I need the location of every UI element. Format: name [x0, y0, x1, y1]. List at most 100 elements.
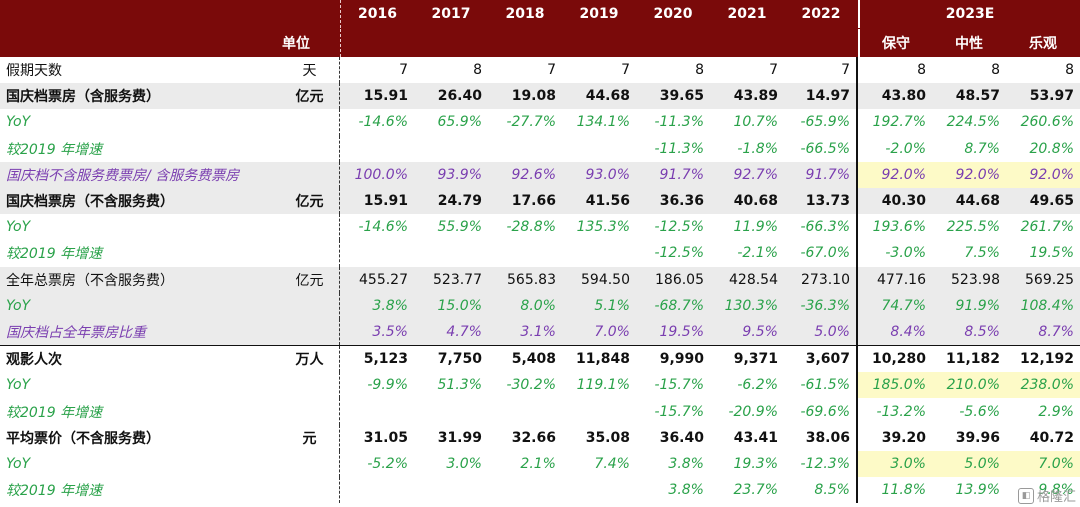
value-cell: 5.0%	[932, 450, 1006, 477]
value-cell: 11,182	[945, 351, 1000, 368]
row-unit	[280, 135, 340, 162]
value-cell: 93.9%	[437, 166, 482, 183]
value-cell	[488, 477, 562, 503]
value-cell: 92.0%	[932, 161, 1006, 188]
value-cell: 51.3%	[437, 377, 482, 394]
value-cell: 238.0%	[1006, 372, 1080, 399]
value-cell: 40.68	[733, 193, 778, 210]
value-cell: 8	[1065, 62, 1074, 79]
value-cell	[488, 136, 562, 162]
table-row: YoY -14.6% 55.9% -28.8% 135.3% -12.5% 11.9% -66…	[0, 214, 1080, 241]
row-unit: 亿元	[280, 83, 340, 110]
row-unit: 万人	[280, 346, 340, 373]
table-row: 较2019 年增速 -15.7% -20.9% -69.6% -13.2% -5.6% 2.…	[0, 398, 1080, 425]
value-cell: 260.6%	[1020, 114, 1074, 131]
row-label: 较2019 年增速	[6, 246, 103, 263]
row-unit	[280, 477, 340, 504]
table-row: 较2019 年增速 -12.5% -2.1% -67.0% -3.0% 7.5% 19.5%	[0, 240, 1080, 267]
value-cell: 193.6%	[872, 219, 926, 236]
value-cell: 23.7%	[733, 482, 778, 499]
value-cell	[414, 398, 488, 424]
value-cell: 35.08	[585, 429, 630, 446]
forecast-header: 2023E	[858, 0, 1080, 28]
value-cell: 7	[399, 62, 408, 79]
value-cell	[340, 240, 414, 266]
value-cell: 523.77	[433, 271, 482, 288]
row-label: 较2019 年增速	[6, 483, 103, 500]
value-cell: -15.7%	[654, 377, 704, 394]
header-row-scenarios: 单位 保守 中性 乐观	[0, 28, 1080, 57]
value-cell: 39.20	[881, 429, 926, 446]
value-cell	[562, 477, 636, 503]
row-label: 国庆档占全年票房比重	[6, 324, 146, 341]
year-header: 2016	[340, 0, 414, 28]
value-cell: 3.5%	[372, 323, 408, 340]
value-cell: 428.54	[729, 271, 778, 288]
row-label: YoY	[6, 455, 31, 472]
value-cell: 31.99	[437, 429, 482, 446]
value-cell: 10.7%	[733, 114, 778, 131]
value-cell: 8	[917, 62, 926, 79]
value-cell: 93.0%	[585, 166, 630, 183]
value-cell: 48.57	[955, 88, 1000, 105]
value-cell: 5,408	[511, 351, 556, 368]
value-cell: 92.0%	[858, 161, 932, 188]
value-cell	[414, 240, 488, 266]
value-cell: 523.98	[951, 271, 1000, 288]
value-cell: 12,192	[1019, 351, 1074, 368]
header-empty-cell	[636, 29, 710, 57]
value-cell: 565.83	[507, 271, 556, 288]
value-cell: -27.7%	[506, 114, 556, 131]
value-cell: 3.0%	[858, 450, 932, 477]
value-cell: 7,750	[437, 351, 482, 368]
value-cell: 119.1%	[576, 377, 630, 394]
value-cell: 44.68	[585, 88, 630, 105]
year-header: 2018	[505, 6, 545, 22]
table-row: 观影人次 万人 5,123 7,750 5,408 11,848 9,990 9,371 3,6…	[0, 345, 1080, 373]
value-cell: 4.7%	[446, 323, 482, 340]
value-cell: 20.8%	[1029, 140, 1074, 157]
value-cell: 9,371	[733, 351, 778, 368]
table-row: 国庆档占全年票房比重 3.5% 4.7% 3.1% 7.0% 19.5% 9.5% 5.0% 8…	[0, 318, 1080, 346]
row-label: 假期天数	[6, 63, 62, 80]
value-cell: 8.4%	[890, 323, 926, 340]
value-cell: 91.9%	[955, 297, 1000, 314]
watermark-text: 格隆汇	[1036, 490, 1076, 505]
value-cell: 192.7%	[872, 114, 926, 131]
value-cell: 43.89	[733, 88, 778, 105]
table-row: 假期天数天 7 8 7 7 8 7 7 8 8 8	[0, 57, 1080, 84]
value-cell: 43.80	[881, 88, 926, 105]
unit-header: 单位	[282, 36, 310, 52]
value-cell: -2.0%	[885, 140, 926, 157]
value-cell: 13.9%	[955, 482, 1000, 499]
value-cell: 569.25	[1025, 271, 1074, 288]
header-empty-cell	[784, 29, 858, 57]
value-cell: -68.7%	[654, 297, 704, 314]
value-cell: 15.91	[363, 193, 408, 210]
value-cell: 15.91	[363, 88, 408, 105]
value-cell: -20.9%	[728, 403, 778, 420]
value-cell	[414, 477, 488, 503]
row-unit: 元	[280, 424, 340, 451]
value-cell: -3.0%	[885, 245, 926, 262]
table-row: 全年总票房（不含服务费） 亿元 455.27 523.77 565.83 594.50 18…	[0, 266, 1080, 293]
value-cell: 36.36	[659, 193, 704, 210]
row-unit	[280, 240, 340, 267]
value-cell: 9.8%	[1038, 482, 1074, 499]
value-cell: 14.97	[784, 83, 858, 110]
value-cell: 185.0%	[858, 372, 932, 399]
table-row: YoY -14.6% 65.9% -27.7% 134.1% -11.3% 10.7% -65…	[0, 109, 1080, 136]
row-unit	[280, 318, 340, 346]
value-cell: -1.8%	[737, 140, 778, 157]
value-cell: 134.1%	[576, 114, 630, 131]
value-cell: 5.0%	[784, 318, 858, 346]
value-cell: -11.3%	[654, 140, 704, 157]
year-header: 2019	[579, 6, 619, 22]
value-cell	[414, 136, 488, 162]
value-cell: 9,990	[659, 351, 704, 368]
value-cell: 55.9%	[437, 219, 482, 236]
row-label: 国庆档不含服务费票房/ 含服务费票房	[6, 167, 240, 184]
value-cell: 40.72	[1029, 429, 1074, 446]
table-row: YoY -5.2% 3.0% 2.1% 7.4% 3.8% 19.3% -12.3% 3.0% 5…	[0, 450, 1080, 477]
value-cell: 11,848	[575, 351, 630, 368]
